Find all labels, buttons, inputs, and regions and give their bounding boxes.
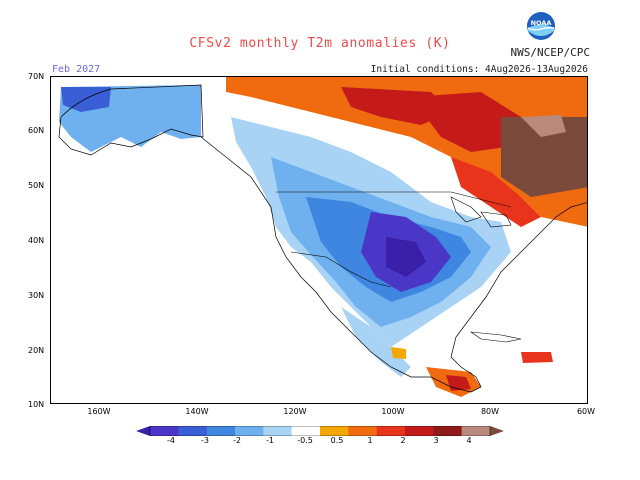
colorbar-label-minus1: -1 xyxy=(266,436,274,445)
colorbar-arrow-right xyxy=(490,426,504,436)
colorbar-cell xyxy=(405,426,434,436)
lat-label-10n: 10N xyxy=(28,400,45,409)
lat-label-30n: 30N xyxy=(28,291,45,300)
continent-coastline xyxy=(200,136,587,393)
lat-label-60n: 60N xyxy=(28,126,45,135)
east-warm-red xyxy=(451,157,541,227)
lon-label-100w: 100W xyxy=(381,407,405,416)
colorbar-label-minus3: -3 xyxy=(201,436,209,445)
lat-label-70n: 70N xyxy=(28,72,45,81)
colorbar-cell xyxy=(178,426,207,436)
lon-label-60w: 60W xyxy=(576,407,596,416)
colorbar-label-minus0p5: -0.5 xyxy=(297,436,313,445)
chart-title: CFSv2 monthly T2m anomalies (K) xyxy=(189,36,451,51)
map-canvas xyxy=(58,77,587,397)
colorbar-label-0p5: 0.5 xyxy=(330,436,344,445)
colorbar-cell xyxy=(150,426,179,436)
colorbar-cell xyxy=(461,426,491,436)
us-mexico-border xyxy=(290,251,392,288)
initial-conditions: Initial conditions: 4Aug2026-13Aug2026 xyxy=(370,64,588,75)
colorbar-label-1: 1 xyxy=(367,436,373,445)
mexico-cool xyxy=(341,307,411,377)
cuba xyxy=(469,331,522,343)
lon-label-80w: 80W xyxy=(480,407,500,416)
colorbar-cell xyxy=(291,426,321,436)
colorbar-frame xyxy=(149,426,491,436)
colorbar-label-4: 4 xyxy=(466,436,472,445)
colorbar-cell xyxy=(263,426,292,436)
colorbar-cell xyxy=(320,426,349,436)
gulf-warm-spot xyxy=(391,347,406,359)
colorbar xyxy=(136,426,504,436)
colorbar-cell xyxy=(206,426,236,436)
canada-us-border xyxy=(276,191,512,208)
continent-cool-core xyxy=(386,237,426,277)
hudson-warm xyxy=(411,92,521,152)
lat-label-40n: 40N xyxy=(28,236,45,245)
lat-label-20n: 20N xyxy=(28,346,45,355)
anomaly-map xyxy=(50,76,588,404)
lon-label-160w: 160W xyxy=(87,407,111,416)
colorbar-label-minus2: -2 xyxy=(233,436,241,445)
colorbar-cell xyxy=(235,426,264,436)
caribbean-warm xyxy=(521,352,553,363)
lon-label-140w: 140W xyxy=(185,407,209,416)
colorbar-cell xyxy=(433,426,462,436)
lat-label-50n: 50N xyxy=(28,181,45,190)
noaa-logo: NOAA xyxy=(526,11,556,41)
labrador-warm-tan xyxy=(521,115,566,137)
colorbar-cell xyxy=(348,426,377,436)
colorbar-arrow-left xyxy=(136,426,150,436)
agency-label: NWS/NCEP/CPC xyxy=(510,46,590,59)
colorbar-cell xyxy=(376,426,406,436)
colorbar-label-2: 2 xyxy=(400,436,406,445)
great-lakes xyxy=(450,196,512,228)
colorbar-label-minus4: -4 xyxy=(167,436,175,445)
colorbar-label-3: 3 xyxy=(433,436,439,445)
labrador-warm-brown xyxy=(501,117,587,197)
svg-text:NOAA: NOAA xyxy=(531,19,552,27)
alaska-coast xyxy=(58,84,204,156)
forecast-month: Feb 2027 xyxy=(52,64,101,75)
lon-label-120w: 120W xyxy=(283,407,307,416)
